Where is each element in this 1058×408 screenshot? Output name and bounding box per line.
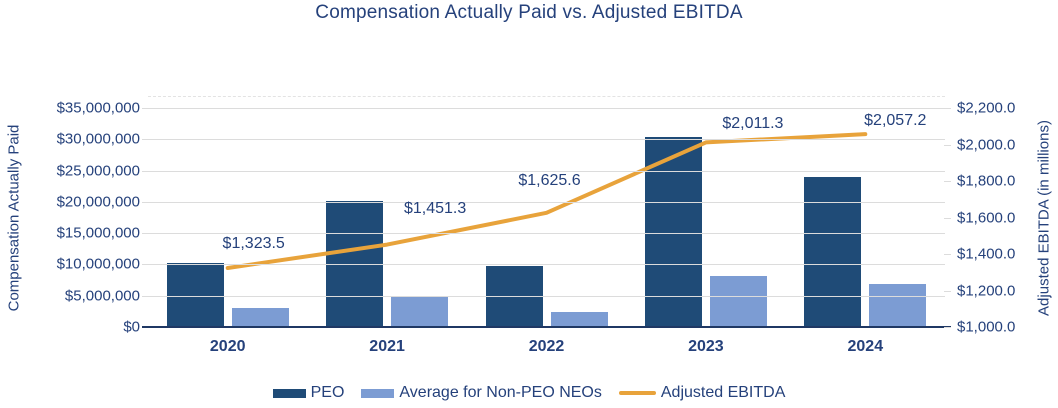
left-tick-mark — [142, 108, 149, 109]
x-axis-label-2020: 2020 — [209, 338, 246, 355]
right-tick-mark — [944, 144, 951, 146]
left-y-tick-label: $20,000,000 — [56, 193, 140, 211]
chart-title: Compensation Actually Paid vs. Adjusted … — [315, 2, 743, 23]
gridline — [148, 201, 945, 203]
left-y-tick-label: $0 — [123, 318, 140, 336]
legend: PEO Average for Non-PEO NEOs Adjusted EBIT… — [0, 384, 1058, 402]
gridline — [148, 108, 945, 109]
x-axis-label-2023: 2023 — [688, 338, 724, 355]
left-y-tick-label: $5,000,000 — [64, 287, 140, 305]
left-tick-mark — [142, 139, 149, 141]
right-tick-mark — [944, 290, 951, 292]
bar-peo-2020 — [166, 263, 224, 327]
right-tick-mark — [944, 217, 951, 219]
x-axis-label-2021: 2021 — [369, 338, 405, 355]
left-tick-mark — [142, 201, 149, 203]
gridline — [148, 170, 945, 172]
bar-nonpeo-2022 — [550, 311, 608, 327]
data-label-2024: $2,057.2 — [864, 112, 927, 130]
x-axis-label-2024: 2024 — [847, 338, 884, 355]
legend-item-peo: PEO — [272, 384, 345, 402]
left-tick-mark — [142, 264, 149, 266]
gridline — [148, 233, 945, 235]
plot-area — [148, 108, 945, 327]
left-y-tick-label: $35,000,000 — [56, 99, 140, 117]
right-y-tick-label: $1,200.0 — [957, 282, 1016, 299]
right-tick-mark — [944, 181, 951, 182]
right-y-tick-label: $1,600.0 — [957, 209, 1016, 226]
legend-label-peo: PEO — [310, 384, 345, 401]
left-y-tick-label: $25,000,000 — [56, 162, 140, 180]
left-tick-mark — [142, 295, 149, 297]
left-y-tick-label: $10,000,000 — [56, 255, 140, 273]
x-axis-line — [142, 326, 951, 328]
gridline — [148, 295, 945, 297]
bar-nonpeo-2020 — [231, 308, 289, 327]
right-tick-mark — [944, 327, 951, 328]
data-label-2023: $2,011.3 — [722, 115, 784, 133]
bar-nonpeo-2023 — [709, 276, 767, 327]
legend-label-adjusted-ebitda: Adjusted EBITDA — [660, 384, 786, 401]
right-y-tick-label: $1,800.0 — [957, 172, 1016, 190]
left-y-axis-title: Compensation Actually Paid — [5, 124, 23, 311]
data-label-2020: $1,323.5 — [222, 234, 285, 252]
legend-swatch-icon — [272, 388, 306, 398]
gridline — [148, 264, 945, 266]
x-axis-label-2022: 2022 — [528, 338, 565, 355]
right-tick-mark — [944, 254, 951, 255]
bar-peo-2023 — [644, 136, 702, 327]
plot-top-dashed-line — [148, 96, 945, 97]
left-tick-mark — [142, 170, 149, 172]
right-tick-mark — [944, 108, 951, 109]
right-y-tick-label: $1,000.0 — [957, 318, 1016, 336]
data-label-2021: $1,451.3 — [403, 199, 467, 217]
bar-peo-2021 — [326, 201, 384, 327]
legend-item-adjusted-ebitda: Adjusted EBITDA — [618, 384, 786, 402]
right-y-tick-label: $1,400.0 — [957, 245, 1016, 263]
right-y-axis-title: Adjusted EBITDA (in millions) — [1035, 119, 1053, 316]
bar-nonpeo-2024 — [869, 283, 927, 327]
left-tick-mark — [142, 233, 149, 235]
legend-line-icon — [618, 391, 656, 395]
adjusted-ebitda-line — [225, 132, 868, 270]
gridline — [148, 139, 945, 141]
legend-item-average-for-non-peo-neos: Average for Non-PEO NEOs — [361, 384, 602, 402]
left-y-tick-label: $30,000,000 — [56, 130, 140, 148]
data-label-2022: $1,625.6 — [518, 171, 581, 189]
left-y-tick-label: $15,000,000 — [56, 224, 140, 242]
right-y-tick-label: $2,000.0 — [957, 136, 1016, 153]
legend-label-average-for-non-peo-neos: Average for Non-PEO NEOs — [399, 384, 602, 401]
bar-nonpeo-2021 — [391, 295, 449, 327]
legend-swatch-icon — [361, 388, 395, 398]
right-y-tick-label: $2,200.0 — [957, 99, 1016, 117]
